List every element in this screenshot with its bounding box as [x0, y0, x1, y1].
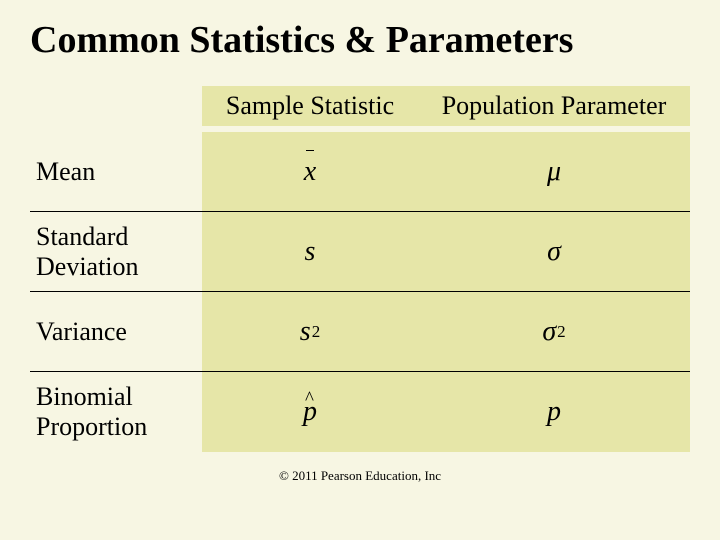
sample-proportion-symbol: ^p [202, 372, 418, 452]
header-population-parameter: Population Parameter [418, 86, 690, 126]
population-variance-symbol: σ2 [418, 292, 690, 371]
sample-variance-symbol: s2 [202, 292, 418, 371]
copyright-footer: © 2011 Pearson Education, Inc [30, 468, 690, 484]
table-row: Binomial Proportion ^p p [30, 372, 690, 452]
table-row: Variance s2 σ2 [30, 292, 690, 372]
sample-stddev-symbol: s [202, 212, 418, 291]
table-row: Standard Deviation s σ [30, 212, 690, 292]
slide-title: Common Statistics & Parameters [30, 18, 690, 62]
row-label-mean: Mean [30, 132, 202, 211]
table-header-row: Sample Statistic Population Parameter [30, 80, 690, 132]
stats-table: Sample Statistic Population Parameter Me… [30, 80, 690, 452]
row-label-variance: Variance [30, 292, 202, 371]
sample-mean-symbol: x [202, 132, 418, 211]
population-proportion-symbol: p [418, 372, 690, 452]
header-sample-statistic: Sample Statistic [202, 86, 418, 126]
row-label-stddev: Standard Deviation [30, 212, 202, 291]
row-label-binomial: Binomial Proportion [30, 372, 202, 452]
table-row: Mean x μ [30, 132, 690, 212]
population-stddev-symbol: σ [418, 212, 690, 291]
population-mean-symbol: μ [418, 132, 690, 211]
